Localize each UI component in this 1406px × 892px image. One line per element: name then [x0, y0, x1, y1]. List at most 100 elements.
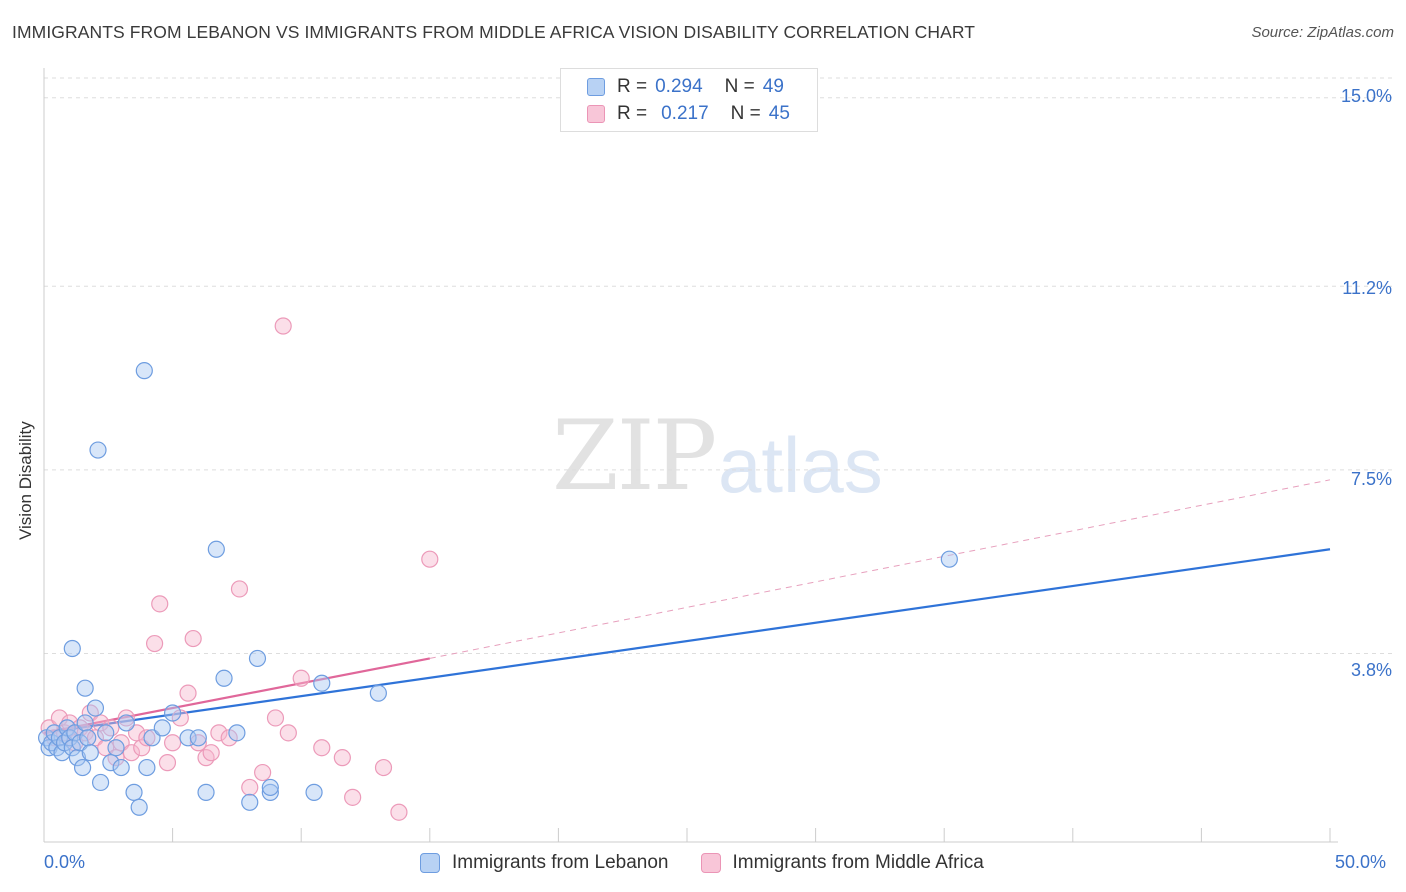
- point-middle-africa-35: [266, 709, 285, 727]
- point-middle-africa-38: [313, 739, 331, 757]
- n-label: N =: [730, 103, 761, 124]
- point-middle-africa-36: [279, 724, 297, 742]
- legend-label-lebanon: Immigrants from Lebanon: [452, 852, 669, 873]
- point-middle-africa-37: [292, 669, 310, 687]
- legend-row-lebanon: R = 0.294 N = 49: [587, 75, 788, 99]
- y-tick-15: 15.0%: [1340, 86, 1392, 106]
- point-lebanon-9: [61, 729, 79, 747]
- point-middle-africa-23: [164, 734, 182, 752]
- point-lebanon-27: [138, 758, 156, 777]
- legend-row-middle-africa: R = 0.217 N = 45: [587, 102, 794, 126]
- chart-title: IMMIGRANTS FROM LEBANON VS IMMIGRANTS FR…: [12, 22, 976, 42]
- gridlines: [44, 77, 1395, 654]
- point-lebanon-40: [63, 639, 81, 658]
- point-lebanon-36: [228, 724, 246, 742]
- point-middle-africa-18: [133, 739, 151, 757]
- point-middle-africa-44: [274, 317, 292, 335]
- point-lebanon-20: [97, 724, 115, 742]
- point-lebanon-11: [66, 724, 84, 742]
- point-lebanon-12: [68, 749, 87, 767]
- series-middle-africa-points: [40, 317, 439, 821]
- point-lebanon-34: [207, 540, 225, 558]
- r-value: 0.294: [655, 76, 703, 97]
- point-middle-africa-28: [197, 749, 215, 767]
- point-lebanon-45: [305, 783, 323, 801]
- y-tick-11-2: 11.2%: [1342, 278, 1392, 298]
- point-middle-africa-39: [333, 749, 351, 767]
- point-middle-africa-43: [421, 550, 439, 568]
- watermark-zip: ZIP: [552, 400, 717, 512]
- source-label: Source: ZipAtlas.com: [1251, 24, 1394, 41]
- lebanon-swatch: [587, 78, 605, 96]
- series-legend: Immigrants from Lebanon Immigrants from …: [420, 852, 1016, 874]
- point-lebanon-16: [79, 729, 97, 747]
- legend-label-middle-africa: Immigrants from Middle Africa: [732, 852, 984, 873]
- legend-item-middle-africa: Immigrants from Middle Africa: [700, 852, 984, 874]
- point-lebanon-35: [215, 669, 233, 687]
- point-lebanon-25: [125, 783, 143, 801]
- n-label: N =: [724, 76, 755, 97]
- point-middle-africa-33: [241, 778, 259, 797]
- point-middle-africa-22: [158, 754, 177, 772]
- point-middle-africa-26: [184, 629, 202, 648]
- point-lebanon-6: [53, 744, 71, 762]
- point-middle-africa-14: [112, 734, 130, 752]
- point-middle-africa-16: [122, 744, 141, 762]
- point-lebanon-47: [369, 684, 387, 702]
- point-lebanon-28: [143, 729, 161, 747]
- point-lebanon-19: [91, 773, 110, 792]
- point-lebanon-43: [135, 362, 153, 380]
- point-middle-africa-15: [117, 709, 135, 727]
- lebanon-legend-swatch: [420, 853, 440, 873]
- point-middle-africa-8: [81, 704, 99, 722]
- point-lebanon-3: [45, 724, 63, 742]
- middle-africa-legend-swatch: [700, 853, 721, 873]
- point-lebanon-38: [248, 649, 267, 668]
- trend-line-middle-africa-extension: [429, 479, 1331, 659]
- legend-item-lebanon: Immigrants from Lebanon: [420, 852, 669, 874]
- correlation-legend: R = 0.294 N = 49 R = 0.217 N = 45: [560, 68, 818, 132]
- point-lebanon-48: [940, 550, 958, 568]
- point-middle-africa-27: [189, 734, 207, 752]
- x-tick-max: 50.0%: [1335, 852, 1387, 872]
- point-lebanon-22: [107, 739, 125, 757]
- trend-lines: [43, 479, 1331, 734]
- point-middle-africa-30: [210, 724, 228, 742]
- point-lebanon-39: [261, 783, 279, 801]
- point-middle-africa-42: [390, 803, 408, 821]
- point-middle-africa-41: [374, 758, 393, 777]
- point-lebanon-46: [313, 674, 331, 692]
- point-lebanon-29: [153, 719, 171, 737]
- n-value: 49: [762, 76, 784, 97]
- series-lebanon-points: [37, 362, 958, 816]
- n-value: 45: [768, 103, 790, 124]
- point-middle-africa-19: [138, 729, 156, 747]
- point-lebanon-30: [164, 704, 182, 722]
- point-middle-africa-32: [230, 580, 249, 598]
- axes: [43, 68, 1338, 843]
- point-lebanon-14: [73, 758, 92, 777]
- r-label: R =: [617, 103, 648, 124]
- y-axis-label: Vision Disability: [16, 421, 35, 540]
- point-lebanon-18: [86, 699, 105, 717]
- point-middle-africa-34: [254, 763, 272, 782]
- trend-line-lebanon: [43, 548, 1331, 734]
- point-lebanon-15: [76, 714, 94, 732]
- point-lebanon-26: [130, 798, 148, 816]
- watermark-atlas: atlas: [718, 421, 883, 509]
- point-lebanon-23: [112, 758, 130, 777]
- x-tick-min: 0.0%: [44, 852, 86, 872]
- point-middle-africa-29: [202, 744, 220, 762]
- point-lebanon-42: [89, 441, 107, 459]
- point-lebanon-37: [241, 793, 259, 811]
- point-middle-africa-12: [102, 719, 120, 737]
- middle-africa-swatch: [587, 105, 605, 123]
- point-lebanon-17: [81, 744, 99, 762]
- r-label: R =: [617, 76, 648, 97]
- point-middle-africa-21: [151, 595, 169, 613]
- y-tick-7-5: 7.5%: [1350, 469, 1392, 489]
- point-lebanon-44: [261, 778, 279, 797]
- r-value: 0.217: [661, 103, 709, 124]
- y-tick-3-8: 3.8%: [1350, 660, 1392, 680]
